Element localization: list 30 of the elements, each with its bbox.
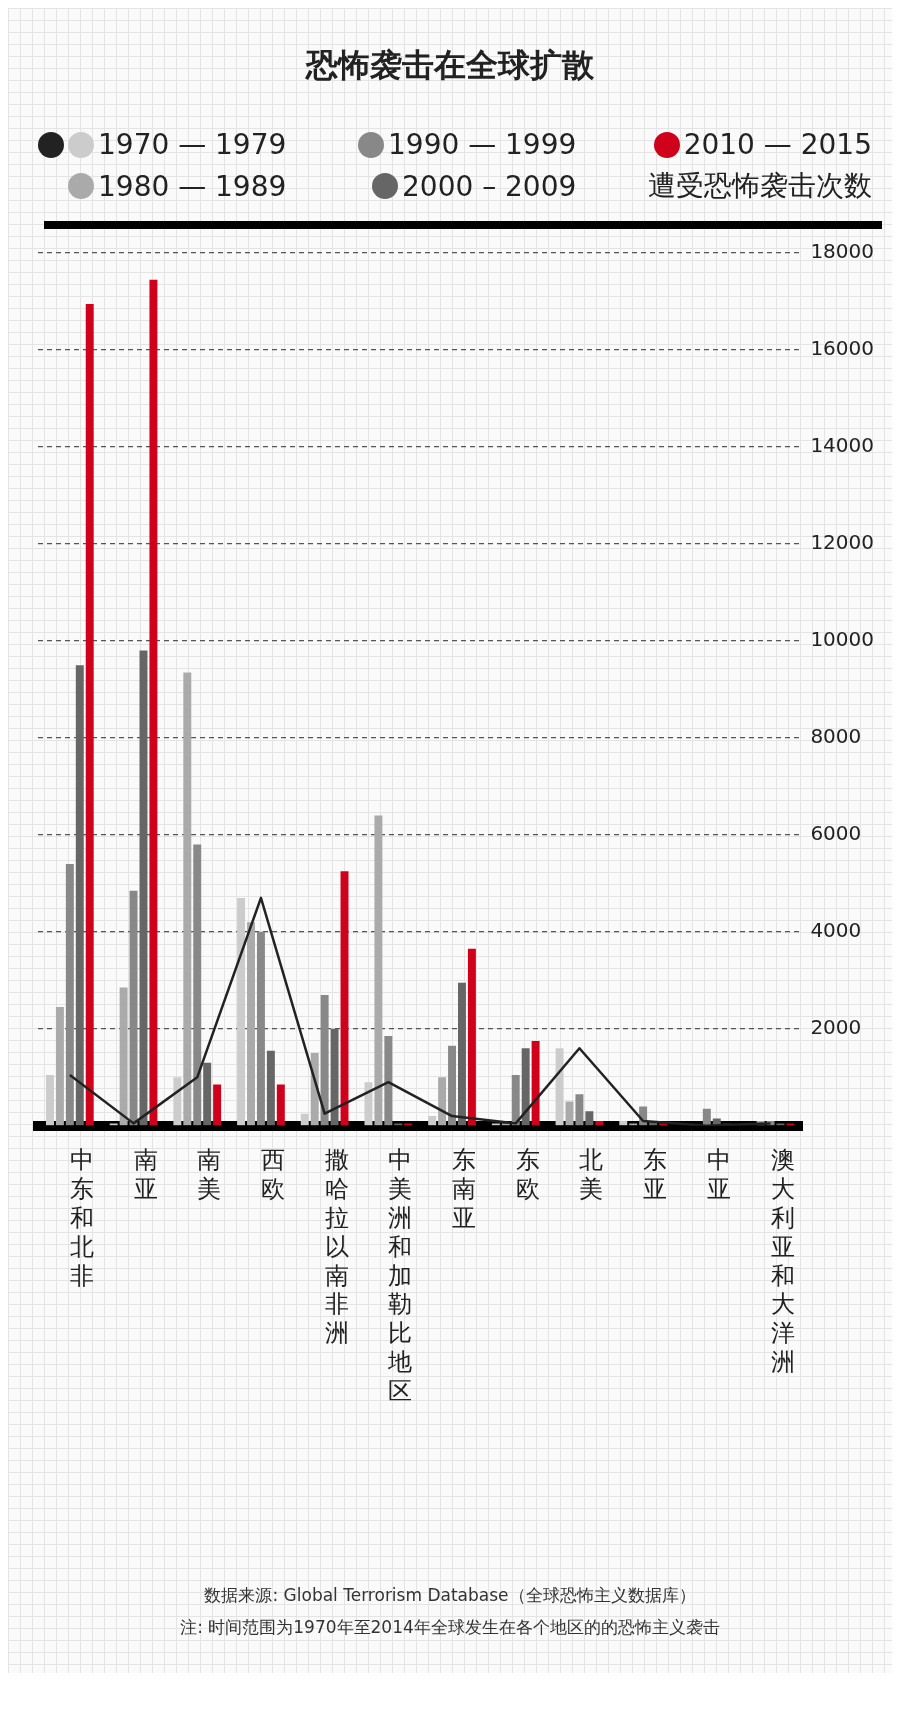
y-tick-label: 4000 (810, 918, 862, 943)
y-tick-label: 10000 (810, 627, 874, 652)
x-tick-label: 中东和北非 (69, 1146, 94, 1290)
text: 注: 时间范围为1970年至2014年全球发生在各个地区的的恐怖主义袭击 (179, 1616, 721, 1639)
x-tick-label: 东欧 (515, 1146, 540, 1204)
legend-label: 1980 — 1989 (98, 169, 287, 203)
y-axis-title: 遭受恐怖袭击次数 (648, 168, 872, 204)
y-tick-label: 2000 (810, 1015, 862, 1040)
category-label: 中美洲和加勒比地区 (388, 1146, 413, 1405)
x-tick-label: 中亚 (706, 1146, 731, 1204)
legend-label: 1990 — 1999 (388, 128, 577, 161)
y-tick-label: 6000 (810, 821, 862, 846)
legend-label: 2000 – 2009 (402, 169, 577, 203)
x-tick-label: 东亚 (643, 1146, 668, 1204)
x-tick-label: 澳大利亚和大洋洲 (770, 1146, 795, 1377)
y-tick-label: 14000 (810, 433, 874, 458)
y-tick-label: 12000 (810, 530, 874, 555)
x-tick-label: 撒哈拉以南非洲 (324, 1146, 349, 1348)
x-tick-label: 北美 (579, 1146, 604, 1204)
legend-label: 1970 — 1979 (98, 128, 287, 161)
x-tick-label: 西欧 (260, 1146, 285, 1204)
chart-title: 恐怖袭击在全球扩散 (304, 45, 595, 86)
x-tick-label: 南美 (197, 1146, 222, 1204)
source-note: 数据来源: Global Terrorism Database（全球恐怖主义数据库） (203, 1584, 697, 1607)
x-tick-label: 南亚 (133, 1146, 158, 1204)
x-tick-label: 东南亚 (452, 1146, 477, 1233)
y-tick-label: 18000 (810, 239, 874, 264)
y-tick-label: 16000 (810, 336, 874, 361)
legend-label: 2010 — 2015 (683, 128, 872, 161)
y-tick-label: 8000 (810, 724, 862, 749)
